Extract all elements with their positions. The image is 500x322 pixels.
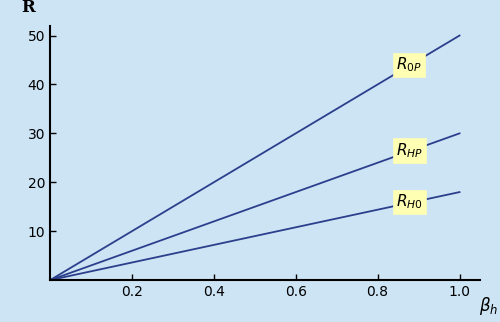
X-axis label: $\beta_h$: $\beta_h$ [479,295,498,317]
Text: $R_{H0}$: $R_{H0}$ [396,193,423,211]
Text: $R_{HP}$: $R_{HP}$ [396,141,423,160]
Y-axis label: R: R [22,0,36,15]
Text: $R_{0P}$: $R_{0P}$ [396,56,422,74]
